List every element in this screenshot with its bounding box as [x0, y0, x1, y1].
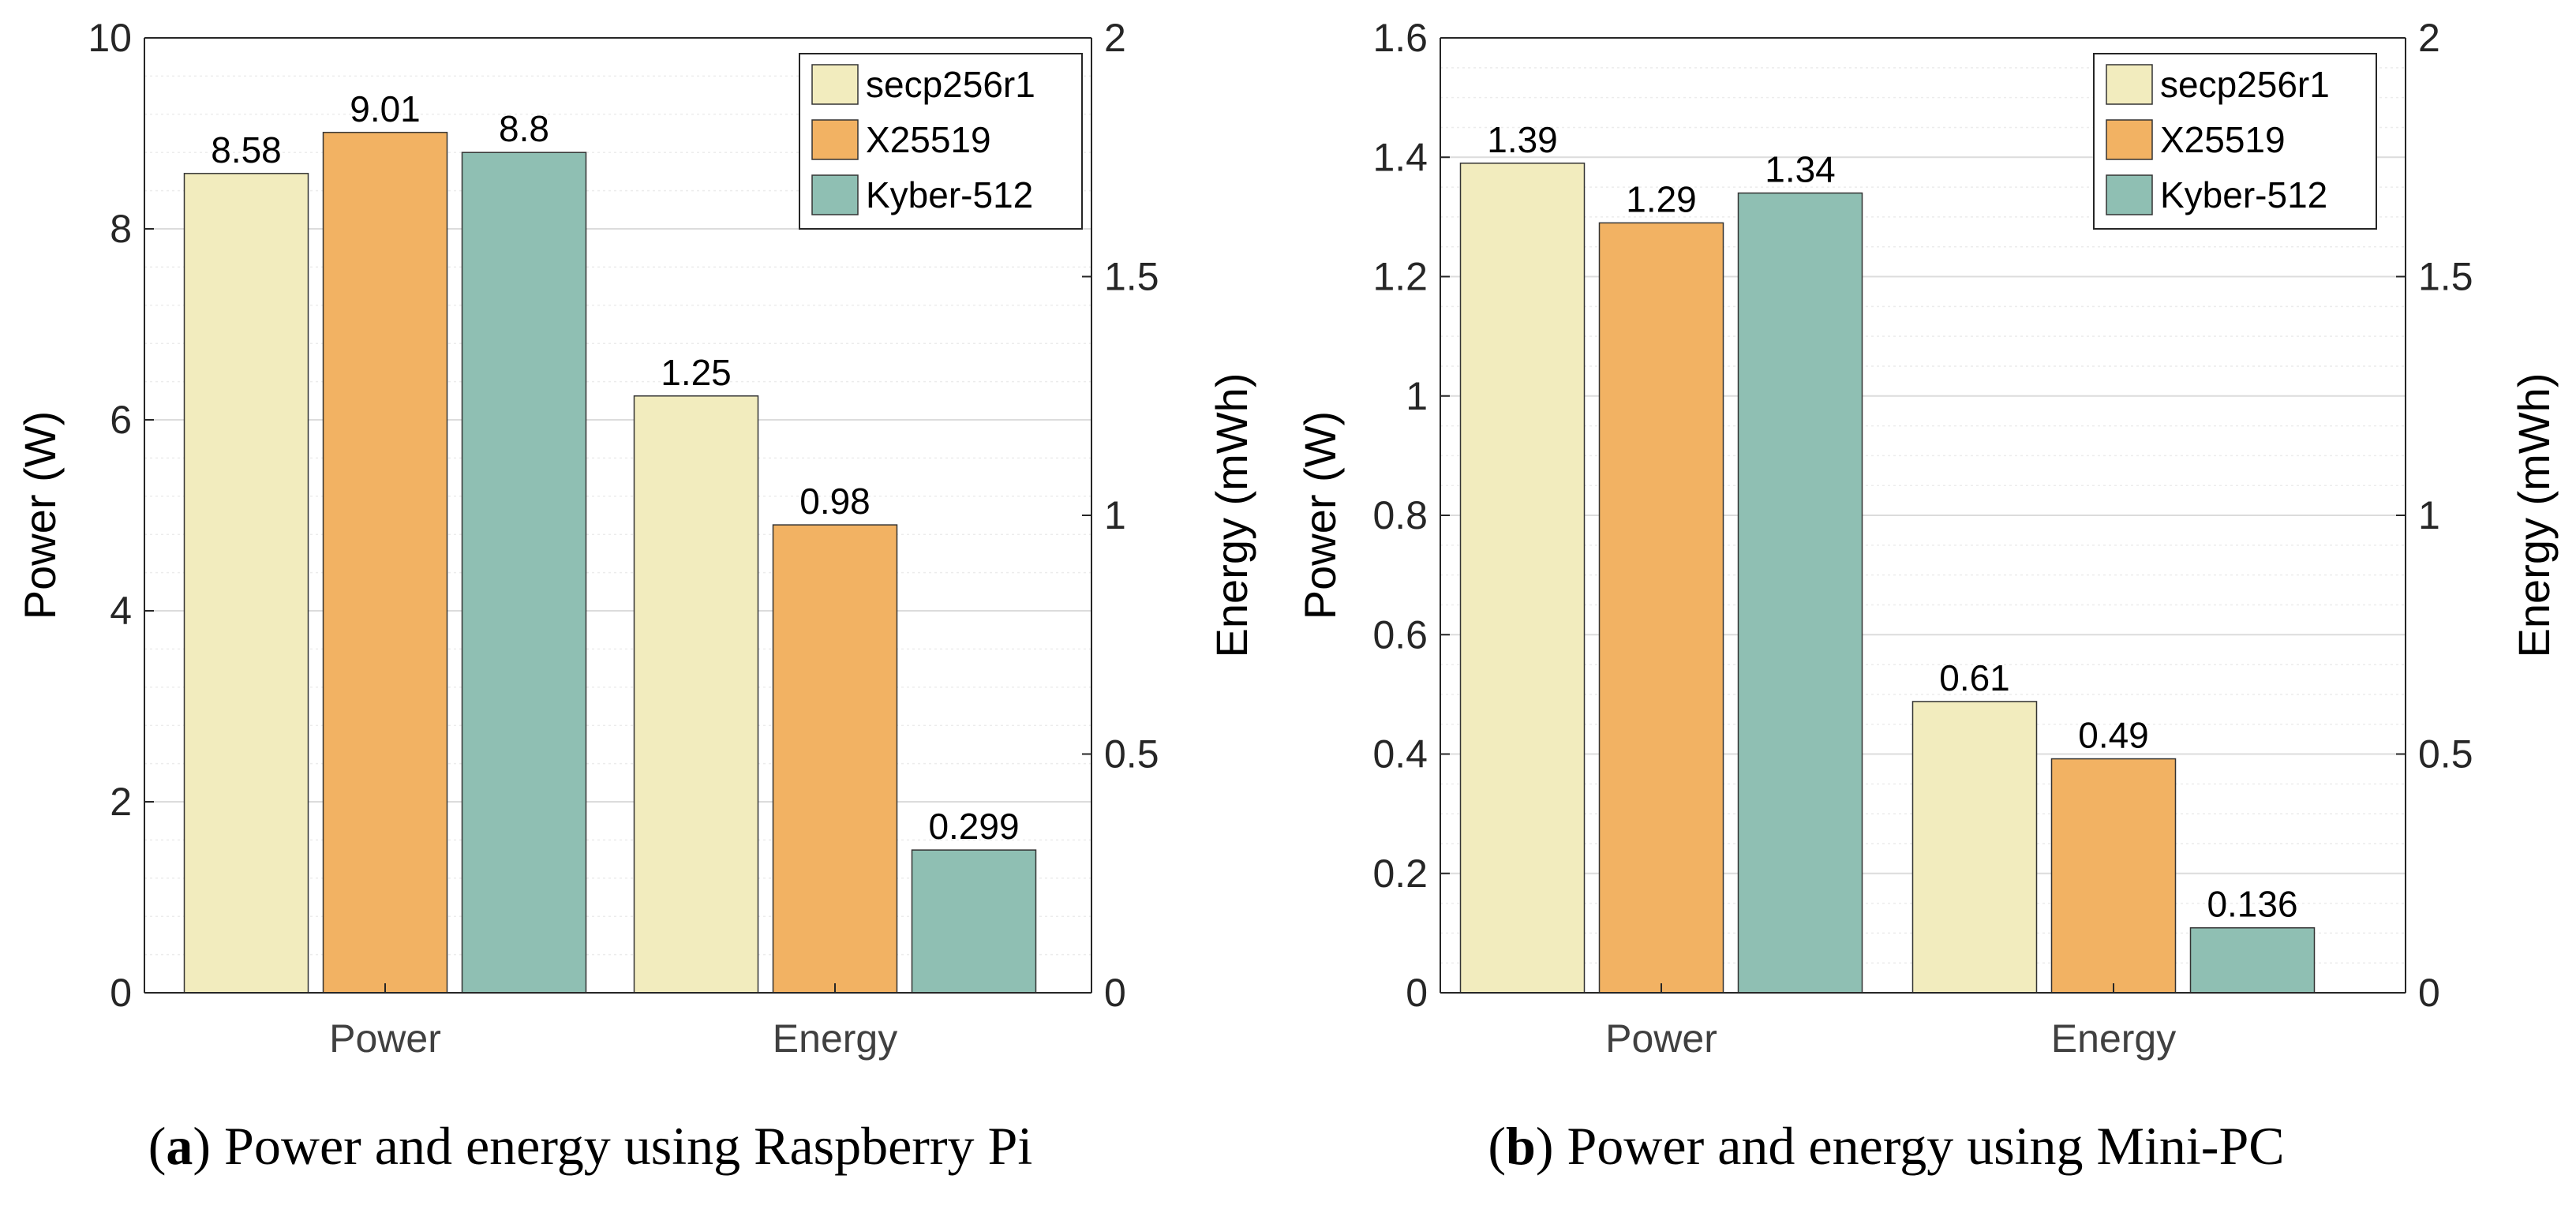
chart-a: 8.58 1.25 9.01 0.98 8.8 0.299 0 2 4 6 8 10 0 0.5 1 1.5 2… — [15, 16, 1256, 1176]
figure-caption: (b) Power and energy using Mini-PC — [1488, 1116, 2284, 1176]
figure-caption: (a) Power and energy using Raspberry Pi — [148, 1116, 1033, 1176]
y-axis-label-left: Power (W) — [15, 411, 65, 619]
bar-power-secp256r1 — [1459, 163, 1586, 994]
bar-energy-secp256r1 — [1911, 701, 2038, 994]
legend: secp256r1 X25519 Kyber-512 — [2093, 53, 2377, 230]
x-category-label: Power — [1605, 1016, 1717, 1061]
y-tick-label-right: 0 — [1104, 971, 1126, 1015]
legend-swatch-kyber-512 — [2106, 174, 2153, 215]
y-tick-label-left: 1 — [1406, 374, 1428, 418]
bar-energy-x25519 — [2050, 758, 2177, 994]
y-tick-label-left: 0 — [1406, 971, 1428, 1015]
y-tick-label-left: 0.6 — [1372, 612, 1428, 657]
legend-entry-x25519: X25519 — [866, 119, 991, 160]
y-axis-label-right: Energy (mWh) — [1207, 373, 1256, 658]
bar-power-kyber-512 — [1737, 192, 1863, 994]
caption-open-paren: ( — [1488, 1116, 1506, 1176]
bar-power-kyber-512 — [461, 152, 587, 994]
legend-entry-kyber-512: Kyber-512 — [866, 174, 1033, 215]
bar-energy-secp256r1 — [633, 395, 759, 994]
data-label-energy-kyber-512: 0.299 — [928, 806, 1019, 847]
x-category-label: Energy — [773, 1016, 897, 1061]
x-category-label: Energy — [2051, 1016, 2176, 1061]
y-tick-label-left: 10 — [88, 16, 132, 60]
y-tick-label-right: 1.5 — [1104, 255, 1159, 299]
caption-text: ) Power and energy using Raspberry Pi — [193, 1116, 1032, 1176]
y-tick-label-left: 0.8 — [1372, 493, 1428, 537]
data-label-power-secp256r1: 8.58 — [211, 129, 282, 170]
legend-swatch-secp256r1 — [811, 64, 859, 105]
y-tick-label-right: 2 — [2418, 16, 2440, 60]
legend: secp256r1 X25519 Kyber-512 — [799, 53, 1083, 230]
bar-power-x25519 — [322, 132, 448, 994]
data-label-energy-x25519: 0.49 — [2078, 715, 2149, 756]
data-label-power-x25519: 1.29 — [1626, 178, 1697, 219]
y-tick-label-left: 6 — [110, 398, 132, 442]
y-tick-label-right: 1 — [1104, 493, 1126, 537]
legend-swatch-x25519 — [811, 119, 859, 160]
data-label-power-x25519: 9.01 — [350, 88, 421, 129]
y-tick-label-right: 1 — [2418, 493, 2440, 537]
y-tick-label-right: 0.5 — [2418, 732, 2473, 777]
y-tick-label-right: 2 — [1104, 16, 1126, 60]
y-tick-label-left: 4 — [110, 589, 132, 633]
caption-text: ) Power and energy using Mini-PC — [1536, 1116, 2285, 1176]
bar-energy-kyber-512 — [2189, 926, 2316, 994]
legend-swatch-kyber-512 — [811, 174, 859, 215]
legend-entry-kyber-512: Kyber-512 — [2160, 174, 2327, 215]
data-label-power-kyber-512: 8.8 — [499, 108, 549, 149]
y-tick-label-left: 2 — [110, 780, 132, 824]
legend-entry-secp256r1: secp256r1 — [2160, 64, 2330, 105]
y-axis-label-left: Power (W) — [1295, 411, 1345, 619]
y-axis-label-right: Energy (mWh) — [2509, 373, 2559, 658]
y-tick-label-right: 1.5 — [2418, 255, 2473, 299]
legend-entry-x25519: X25519 — [2160, 119, 2286, 160]
y-tick-label-left: 0.4 — [1372, 732, 1428, 777]
data-label-power-secp256r1: 1.39 — [1487, 119, 1558, 160]
data-label-energy-kyber-512: 0.136 — [2207, 884, 2297, 925]
x-category-label: Power — [329, 1016, 441, 1061]
bar-energy-x25519 — [772, 524, 898, 994]
bar-power-x25519 — [1598, 222, 1724, 994]
caption-open-paren: ( — [148, 1116, 167, 1176]
y-tick-label-left: 0 — [110, 971, 132, 1015]
data-label-power-kyber-512: 1.34 — [1765, 149, 1836, 190]
y-tick-label-left: 1.6 — [1372, 16, 1428, 60]
y-tick-label-right: 0.5 — [1104, 732, 1159, 777]
data-label-energy-x25519: 0.98 — [799, 481, 871, 522]
y-tick-label-left: 8 — [110, 207, 132, 251]
bar-energy-kyber-512 — [911, 849, 1037, 994]
y-tick-label-left: 1.4 — [1372, 135, 1428, 179]
y-tick-label-left: 0.2 — [1372, 852, 1428, 896]
legend-swatch-x25519 — [2106, 119, 2153, 160]
y-tick-label-right: 0 — [2418, 971, 2440, 1015]
y-tick-label-left: 1.2 — [1372, 255, 1428, 299]
legend-swatch-secp256r1 — [2106, 64, 2153, 105]
data-label-energy-secp256r1: 1.25 — [661, 352, 732, 393]
legend-entry-secp256r1: secp256r1 — [866, 64, 1035, 105]
data-label-energy-secp256r1: 0.61 — [1939, 657, 2010, 698]
bar-power-secp256r1 — [183, 173, 309, 994]
caption-letter: a — [166, 1116, 193, 1176]
chart-b: 1.39 0.61 1.29 0.49 1.34 0.136 0 0.2 0.4 0.6 0.8 1 1… — [1295, 16, 2559, 1176]
caption-letter: b — [1506, 1116, 1536, 1176]
